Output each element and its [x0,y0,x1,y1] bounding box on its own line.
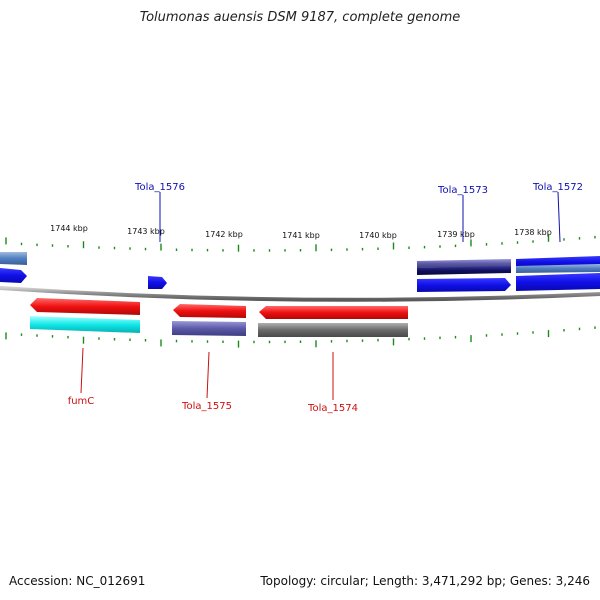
gene-tola-1573-a[interactable] [417,259,511,268]
gene-label-tola-1576: Tola_1576 [134,182,185,193]
tick-label: 1739 kbp [437,230,475,239]
leader-tola-1572 [557,191,561,243]
gene-labels: Tola_1576 Tola_1573 Tola_1572 fumC Tola_… [68,182,583,414]
tick-labels: 1744 kbp 1743 kbp 1742 kbp 1741 kbp 1740… [50,224,552,240]
gene-label-tola-1572: Tola_1572 [532,182,583,193]
gene-tola-1573-b[interactable] [417,266,511,275]
forward-strand-genes [0,252,600,292]
gene-label-tola-1575: Tola_1575 [181,401,232,412]
tick-label: 1743 kbp [127,227,165,236]
gene-feature-left-blue[interactable] [0,268,27,283]
tick-label: 1742 kbp [205,230,243,239]
gene-tola-1575-slate[interactable] [172,321,246,336]
accession-text: Accession: NC_012691 [9,574,146,588]
gene-feature-left-steelblue[interactable] [0,252,27,265]
gene-tola-1575[interactable] [173,304,246,318]
gene-tola-1576[interactable] [148,276,167,289]
gene-label-tola-1574: Tola_1574 [307,403,358,414]
upper-tick-ring [5,234,596,252]
tick-label: 1744 kbp [50,224,88,233]
leader-fumc [80,347,84,394]
gene-tola-1574[interactable] [259,306,408,319]
gene-tola-1573-c[interactable] [417,278,511,292]
gene-fumc[interactable] [30,298,140,315]
label-leaders [80,191,561,400]
gene-fumc-cyan[interactable] [30,316,140,333]
lower-tick-ring [5,326,596,348]
tick-label: 1738 kbp [514,228,552,237]
gene-label-fumc: fumC [68,396,95,407]
reverse-strand-genes [30,298,408,337]
gene-tola-1574-gray[interactable] [258,323,408,337]
genome-backbone [0,286,600,302]
gene-tola-1572-c[interactable] [516,273,600,291]
gene-label-tola-1573: Tola_1573 [437,185,488,196]
leader-tola-1575 [206,351,210,399]
tick-label: 1741 kbp [282,231,320,240]
gene-tola-1572-b[interactable] [516,264,600,273]
topology-text: Topology: circular; Length: 3,471,292 bp… [260,574,590,588]
tick-label: 1740 kbp [359,231,397,240]
page-title: Tolumonas auensis DSM 9187, complete gen… [139,10,461,25]
